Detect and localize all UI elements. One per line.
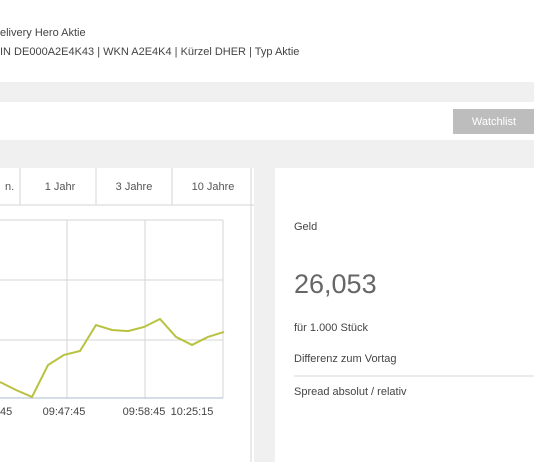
header-title: elivery Hero Aktie: [0, 27, 86, 39]
quote-row: Spread absolut / relativ: [294, 386, 407, 398]
watchlist-label[interactable]: Watchlist: [472, 116, 516, 128]
header-bg: [0, 0, 534, 82]
quote-row: Differenz zum Vortag: [294, 353, 397, 365]
header-meta: IN DE000A2E4K43 | WKN A2E4K4 | Kürzel DH…: [0, 46, 299, 58]
tab[interactable]: 1 Jahr: [45, 181, 76, 193]
quote-unit: für 1.000 Stück: [294, 322, 368, 334]
chart-panel: [0, 168, 254, 462]
quote-panel: [275, 168, 534, 462]
quote-label: Geld: [294, 221, 317, 233]
x-tick-label: 45: [0, 406, 12, 418]
tab[interactable]: 3 Jahre: [116, 181, 153, 193]
x-tick-label: 09:47:45: [43, 406, 86, 418]
quote-value: 26,053: [294, 269, 377, 299]
tab[interactable]: n.: [5, 181, 14, 193]
tab[interactable]: 10 Jahre: [192, 181, 235, 193]
price-line: [0, 317, 225, 399]
x-tick-label: 09:58:45: [123, 406, 166, 418]
watchlist-button[interactable]: [453, 109, 534, 134]
x-tick-label: 10:25:15: [171, 406, 214, 418]
toolbar: [0, 102, 534, 140]
